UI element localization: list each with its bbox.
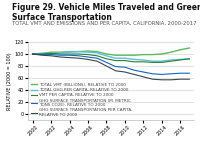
GHG SURFACE TRANSPORTATION (M. METRIC
TONS CO2E), RELATIVE TO 2000: [142, 71, 144, 73]
TOTAL VMT (BILLIONS), RELATIVE TO 2000: [133, 54, 135, 56]
TOTAL GHG PER CAPITA, RELATIVE TO 2000: [188, 58, 191, 60]
GHG SURFACE TRANSPORTATION (M. METRIC
TONS CO2E), RELATIVE TO 2000: [124, 66, 126, 68]
TOTAL GHG PER CAPITA, RELATIVE TO 2000: [124, 57, 126, 59]
VMT PER CAPITA, RELATIVE TO 2000: [161, 61, 163, 63]
GHG SURFACE TRANSPORTATION PER CAPITA,
RELATIVE TO 2000: [151, 78, 154, 80]
TOTAL VMT (BILLIONS), RELATIVE TO 2000: [78, 51, 80, 52]
GHG SURFACE TRANSPORTATION PER CAPITA,
RELATIVE TO 2000: [41, 54, 43, 56]
TOTAL VMT (BILLIONS), RELATIVE TO 2000: [179, 49, 181, 51]
VMT PER CAPITA, RELATIVE TO 2000: [133, 61, 135, 63]
GHG SURFACE TRANSPORTATION PER CAPITA,
RELATIVE TO 2000: [78, 57, 80, 59]
VMT PER CAPITA, RELATIVE TO 2000: [124, 60, 126, 61]
TOTAL VMT (BILLIONS), RELATIVE TO 2000: [142, 54, 144, 56]
Legend: TOTAL VMT (BILLIONS), RELATIVE TO 2000, TOTAL GHG PER CAPITA, RELATIVE TO 2000, : TOTAL VMT (BILLIONS), RELATIVE TO 2000, …: [30, 82, 133, 118]
GHG SURFACE TRANSPORTATION PER CAPITA,
RELATIVE TO 2000: [142, 76, 144, 78]
Line: GHG SURFACE TRANSPORTATION PER CAPITA,
RELATIVE TO 2000: GHG SURFACE TRANSPORTATION PER CAPITA, R…: [33, 54, 189, 80]
TOTAL VMT (BILLIONS), RELATIVE TO 2000: [59, 51, 61, 53]
TOTAL VMT (BILLIONS), RELATIVE TO 2000: [161, 53, 163, 55]
TOTAL VMT (BILLIONS), RELATIVE TO 2000: [188, 47, 191, 49]
GHG SURFACE TRANSPORTATION (M. METRIC
TONS CO2E), RELATIVE TO 2000: [161, 74, 163, 75]
Y-axis label: RELATIVE (2000 = 100): RELATIVE (2000 = 100): [7, 52, 12, 110]
TOTAL GHG PER CAPITA, RELATIVE TO 2000: [78, 51, 80, 52]
GHG SURFACE TRANSPORTATION PER CAPITA,
RELATIVE TO 2000: [96, 60, 98, 62]
GHG SURFACE TRANSPORTATION (M. METRIC
TONS CO2E), RELATIVE TO 2000: [133, 69, 135, 71]
Text: Figure 29. Vehicle Miles Traveled and Greenhouse Gas Emissions from
Surface Tran: Figure 29. Vehicle Miles Traveled and Gr…: [12, 3, 200, 22]
VMT PER CAPITA, RELATIVE TO 2000: [142, 61, 144, 63]
VMT PER CAPITA, RELATIVE TO 2000: [188, 58, 191, 60]
GHG SURFACE TRANSPORTATION PER CAPITA,
RELATIVE TO 2000: [133, 74, 135, 75]
TOTAL VMT (BILLIONS), RELATIVE TO 2000: [114, 54, 117, 56]
TOTAL VMT (BILLIONS), RELATIVE TO 2000: [151, 54, 154, 56]
TOTAL VMT (BILLIONS), RELATIVE TO 2000: [105, 53, 108, 55]
TOTAL GHG PER CAPITA, RELATIVE TO 2000: [179, 58, 181, 60]
TOTAL VMT (BILLIONS), RELATIVE TO 2000: [96, 51, 98, 52]
VMT PER CAPITA, RELATIVE TO 2000: [41, 53, 43, 55]
TOTAL GHG PER CAPITA, RELATIVE TO 2000: [170, 59, 172, 61]
GHG SURFACE TRANSPORTATION (M. METRIC
TONS CO2E), RELATIVE TO 2000: [151, 73, 154, 75]
GHG SURFACE TRANSPORTATION PER CAPITA,
RELATIVE TO 2000: [188, 78, 191, 80]
Line: TOTAL VMT (BILLIONS), RELATIVE TO 2000: TOTAL VMT (BILLIONS), RELATIVE TO 2000: [33, 48, 189, 55]
GHG SURFACE TRANSPORTATION PER CAPITA,
RELATIVE TO 2000: [161, 79, 163, 81]
GHG SURFACE TRANSPORTATION (M. METRIC
TONS CO2E), RELATIVE TO 2000: [31, 53, 34, 55]
TOTAL GHG PER CAPITA, RELATIVE TO 2000: [151, 60, 154, 62]
GHG SURFACE TRANSPORTATION (M. METRIC
TONS CO2E), RELATIVE TO 2000: [41, 54, 43, 56]
TOTAL GHG PER CAPITA, RELATIVE TO 2000: [96, 52, 98, 54]
TOTAL VMT (BILLIONS), RELATIVE TO 2000: [50, 51, 52, 53]
Line: VMT PER CAPITA, RELATIVE TO 2000: VMT PER CAPITA, RELATIVE TO 2000: [33, 53, 189, 62]
GHG SURFACE TRANSPORTATION PER CAPITA,
RELATIVE TO 2000: [179, 78, 181, 80]
TOTAL VMT (BILLIONS), RELATIVE TO 2000: [170, 51, 172, 53]
GHG SURFACE TRANSPORTATION PER CAPITA,
RELATIVE TO 2000: [114, 70, 117, 72]
GHG SURFACE TRANSPORTATION (M. METRIC
TONS CO2E), RELATIVE TO 2000: [179, 72, 181, 74]
VMT PER CAPITA, RELATIVE TO 2000: [96, 55, 98, 57]
GHG SURFACE TRANSPORTATION (M. METRIC
TONS CO2E), RELATIVE TO 2000: [188, 72, 191, 74]
Line: TOTAL GHG PER CAPITA, RELATIVE TO 2000: TOTAL GHG PER CAPITA, RELATIVE TO 2000: [33, 52, 189, 61]
TOTAL GHG PER CAPITA, RELATIVE TO 2000: [68, 51, 71, 53]
TOTAL GHG PER CAPITA, RELATIVE TO 2000: [50, 52, 52, 54]
TOTAL VMT (BILLIONS), RELATIVE TO 2000: [68, 51, 71, 52]
GHG SURFACE TRANSPORTATION (M. METRIC
TONS CO2E), RELATIVE TO 2000: [105, 61, 108, 63]
Line: GHG SURFACE TRANSPORTATION (M. METRIC
TONS CO2E), RELATIVE TO 2000: GHG SURFACE TRANSPORTATION (M. METRIC TO…: [33, 54, 189, 74]
GHG SURFACE TRANSPORTATION (M. METRIC
TONS CO2E), RELATIVE TO 2000: [114, 66, 117, 68]
GHG SURFACE TRANSPORTATION PER CAPITA,
RELATIVE TO 2000: [105, 65, 108, 67]
GHG SURFACE TRANSPORTATION (M. METRIC
TONS CO2E), RELATIVE TO 2000: [50, 54, 52, 56]
VMT PER CAPITA, RELATIVE TO 2000: [179, 59, 181, 61]
VMT PER CAPITA, RELATIVE TO 2000: [31, 53, 34, 55]
GHG SURFACE TRANSPORTATION PER CAPITA,
RELATIVE TO 2000: [59, 56, 61, 58]
VMT PER CAPITA, RELATIVE TO 2000: [78, 53, 80, 55]
VMT PER CAPITA, RELATIVE TO 2000: [59, 53, 61, 55]
GHG SURFACE TRANSPORTATION (M. METRIC
TONS CO2E), RELATIVE TO 2000: [59, 54, 61, 56]
VMT PER CAPITA, RELATIVE TO 2000: [105, 58, 108, 60]
VMT PER CAPITA, RELATIVE TO 2000: [151, 61, 154, 63]
TOTAL GHG PER CAPITA, RELATIVE TO 2000: [114, 57, 117, 59]
TOTAL GHG PER CAPITA, RELATIVE TO 2000: [105, 55, 108, 57]
GHG SURFACE TRANSPORTATION PER CAPITA,
RELATIVE TO 2000: [68, 57, 71, 59]
GHG SURFACE TRANSPORTATION PER CAPITA,
RELATIVE TO 2000: [50, 55, 52, 57]
GHG SURFACE TRANSPORTATION (M. METRIC
TONS CO2E), RELATIVE TO 2000: [170, 73, 172, 75]
GHG SURFACE TRANSPORTATION (M. METRIC
TONS CO2E), RELATIVE TO 2000: [68, 54, 71, 56]
TOTAL GHG PER CAPITA, RELATIVE TO 2000: [41, 52, 43, 54]
GHG SURFACE TRANSPORTATION (M. METRIC
TONS CO2E), RELATIVE TO 2000: [78, 55, 80, 57]
GHG SURFACE TRANSPORTATION (M. METRIC
TONS CO2E), RELATIVE TO 2000: [87, 56, 89, 58]
VMT PER CAPITA, RELATIVE TO 2000: [50, 52, 52, 54]
TOTAL GHG PER CAPITA, RELATIVE TO 2000: [161, 60, 163, 62]
TOTAL GHG PER CAPITA, RELATIVE TO 2000: [59, 52, 61, 54]
TOTAL VMT (BILLIONS), RELATIVE TO 2000: [124, 54, 126, 56]
TOTAL VMT (BILLIONS), RELATIVE TO 2000: [87, 50, 89, 52]
TOTAL GHG PER CAPITA, RELATIVE TO 2000: [87, 51, 89, 53]
GHG SURFACE TRANSPORTATION PER CAPITA,
RELATIVE TO 2000: [170, 79, 172, 81]
Text: TOTAL VMT AND EMISSIONS AND PER CAPITA, CALIFORNIA, 2000-2017: TOTAL VMT AND EMISSIONS AND PER CAPITA, …: [12, 21, 196, 26]
TOTAL GHG PER CAPITA, RELATIVE TO 2000: [142, 59, 144, 61]
TOTAL GHG PER CAPITA, RELATIVE TO 2000: [133, 58, 135, 60]
TOTAL VMT (BILLIONS), RELATIVE TO 2000: [31, 53, 34, 55]
GHG SURFACE TRANSPORTATION PER CAPITA,
RELATIVE TO 2000: [124, 71, 126, 73]
VMT PER CAPITA, RELATIVE TO 2000: [87, 54, 89, 56]
VMT PER CAPITA, RELATIVE TO 2000: [68, 53, 71, 55]
TOTAL VMT (BILLIONS), RELATIVE TO 2000: [41, 52, 43, 54]
VMT PER CAPITA, RELATIVE TO 2000: [114, 60, 117, 61]
GHG SURFACE TRANSPORTATION PER CAPITA,
RELATIVE TO 2000: [31, 53, 34, 55]
GHG SURFACE TRANSPORTATION PER CAPITA,
RELATIVE TO 2000: [87, 58, 89, 60]
VMT PER CAPITA, RELATIVE TO 2000: [170, 60, 172, 62]
TOTAL GHG PER CAPITA, RELATIVE TO 2000: [31, 53, 34, 55]
GHG SURFACE TRANSPORTATION (M. METRIC
TONS CO2E), RELATIVE TO 2000: [96, 57, 98, 59]
